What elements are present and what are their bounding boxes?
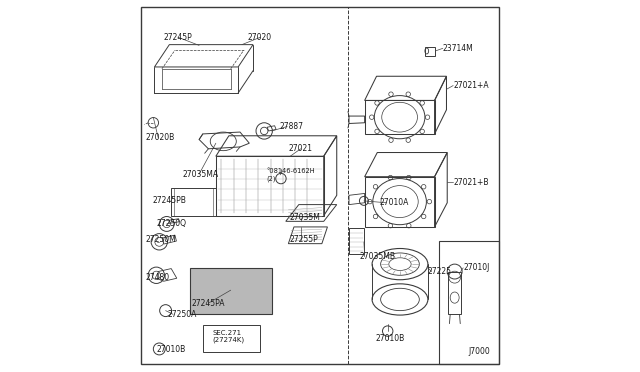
Text: 27250M: 27250M: [145, 235, 176, 244]
Text: 27035M: 27035M: [289, 213, 321, 222]
Text: SEC.271
(27274K): SEC.271 (27274K): [212, 330, 244, 343]
Text: 27035MB: 27035MB: [359, 252, 395, 261]
Text: 27245PB: 27245PB: [152, 196, 186, 205]
Text: 27250A: 27250A: [168, 310, 197, 319]
Text: 27245PA: 27245PA: [191, 299, 225, 308]
Text: 27250Q: 27250Q: [156, 219, 186, 228]
Text: 27225: 27225: [428, 267, 452, 276]
Text: 27887: 27887: [279, 122, 303, 131]
Bar: [439, 241, 499, 364]
Text: 27021: 27021: [289, 144, 312, 153]
Text: °08146-6162H
(2): °08146-6162H (2): [266, 168, 315, 182]
Text: 27255P: 27255P: [289, 235, 318, 244]
Polygon shape: [190, 268, 271, 314]
Text: 27021+A: 27021+A: [453, 81, 489, 90]
Text: 27021+B: 27021+B: [453, 178, 489, 187]
Text: 27010B: 27010B: [376, 334, 405, 343]
Text: 27010B: 27010B: [156, 345, 186, 354]
Text: 27020B: 27020B: [145, 133, 175, 142]
Text: J7000: J7000: [468, 347, 490, 356]
Text: 27020: 27020: [248, 33, 271, 42]
Text: 27010A: 27010A: [380, 198, 409, 207]
Text: 27010J: 27010J: [463, 263, 490, 272]
Text: 27035MA: 27035MA: [182, 170, 218, 179]
Text: 27480: 27480: [145, 273, 170, 282]
Bar: [203, 325, 260, 352]
Text: 23714M: 23714M: [443, 44, 474, 53]
Text: 27245P: 27245P: [164, 33, 193, 42]
